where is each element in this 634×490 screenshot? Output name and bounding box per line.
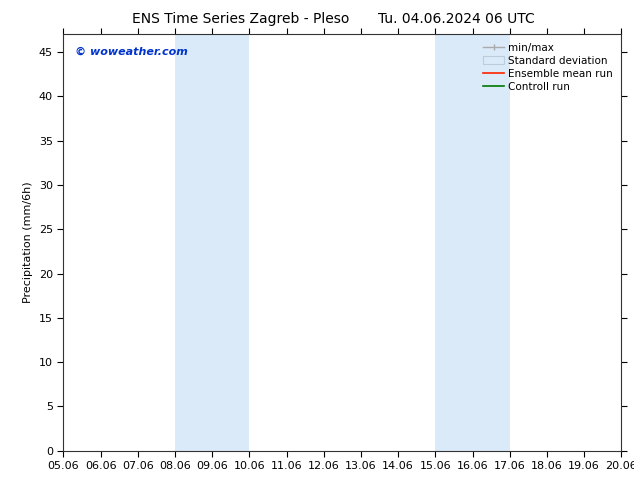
Text: ENS Time Series Zagreb - Pleso: ENS Time Series Zagreb - Pleso — [133, 12, 349, 26]
Text: Tu. 04.06.2024 06 UTC: Tu. 04.06.2024 06 UTC — [378, 12, 535, 26]
Y-axis label: Precipitation (mm/6h): Precipitation (mm/6h) — [23, 182, 34, 303]
Legend: min/max, Standard deviation, Ensemble mean run, Controll run: min/max, Standard deviation, Ensemble me… — [480, 40, 616, 95]
Bar — [436, 34, 510, 451]
Text: © woweather.com: © woweather.com — [75, 47, 188, 57]
Bar — [175, 34, 249, 451]
